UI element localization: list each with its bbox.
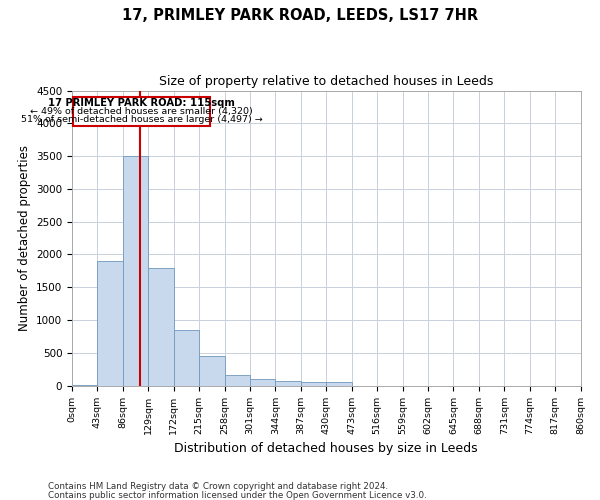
Text: ← 49% of detached houses are smaller (4,320): ← 49% of detached houses are smaller (4,… [31,107,253,116]
Bar [275,381,301,386]
Bar [97,261,123,386]
Text: 51% of semi-detached houses are larger (4,497) →: 51% of semi-detached houses are larger (… [21,115,263,124]
Bar [250,379,275,386]
Bar [174,330,199,386]
Text: 17 PRIMLEY PARK ROAD: 115sqm: 17 PRIMLEY PARK ROAD: 115sqm [49,98,235,108]
Bar [301,382,326,386]
Y-axis label: Number of detached properties: Number of detached properties [17,145,31,331]
Title: Size of property relative to detached houses in Leeds: Size of property relative to detached ho… [159,75,493,88]
X-axis label: Distribution of detached houses by size in Leeds: Distribution of detached houses by size … [175,442,478,455]
Text: 17, PRIMLEY PARK ROAD, LEEDS, LS17 7HR: 17, PRIMLEY PARK ROAD, LEEDS, LS17 7HR [122,8,478,22]
Text: Contains public sector information licensed under the Open Government Licence v3: Contains public sector information licen… [48,491,427,500]
Text: Contains HM Land Registry data © Crown copyright and database right 2024.: Contains HM Land Registry data © Crown c… [48,482,388,491]
FancyBboxPatch shape [73,97,211,126]
Bar [224,375,250,386]
Bar [199,356,224,386]
Bar [148,268,174,386]
Bar [123,156,148,386]
Bar [326,382,352,386]
